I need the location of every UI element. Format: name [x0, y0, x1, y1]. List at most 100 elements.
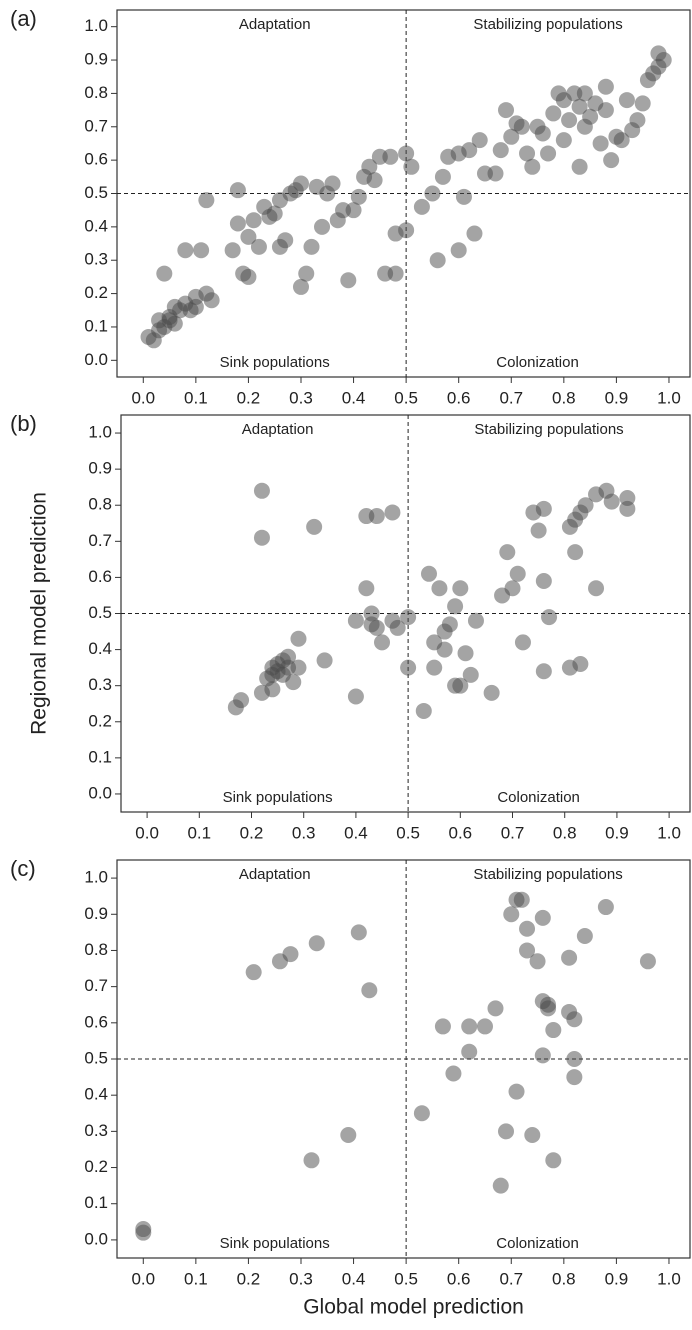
point [519, 920, 536, 937]
x-tick-label: 0.2 [237, 388, 261, 407]
point [358, 580, 375, 597]
point [298, 265, 315, 282]
quadrant-label: Stabilizing populations [473, 866, 622, 883]
x-tick-label: 0.9 [605, 388, 629, 407]
point [250, 238, 267, 255]
x-tick-label: 1.0 [657, 388, 681, 407]
point [603, 493, 620, 510]
point [508, 1083, 525, 1100]
point [503, 906, 520, 923]
point [566, 1011, 583, 1028]
point [426, 659, 443, 676]
point [324, 175, 341, 192]
x-tick-label: 0.1 [187, 823, 211, 842]
point [534, 1047, 551, 1064]
y-tick-label: 0.1 [84, 316, 108, 335]
y-tick-label: 0.3 [88, 675, 112, 694]
point [264, 681, 281, 698]
point [487, 1000, 504, 1017]
point [398, 222, 415, 239]
point [135, 1224, 152, 1241]
point [461, 1018, 478, 1035]
y-tick-label: 0.2 [88, 711, 112, 730]
x-tick-label: 0.8 [552, 388, 576, 407]
y-tick-label: 0.2 [84, 1157, 108, 1176]
point [361, 158, 378, 175]
point [503, 128, 520, 145]
point [571, 158, 588, 175]
point [519, 145, 536, 162]
point [445, 1065, 462, 1082]
point [487, 165, 504, 182]
x-tick-label: 0.8 [553, 823, 577, 842]
point [292, 278, 309, 295]
y-axis-label: Regional model prediction [28, 492, 51, 735]
x-tick-label: 0.2 [237, 1269, 261, 1288]
point [361, 982, 378, 999]
point [455, 188, 472, 205]
point [368, 619, 385, 636]
point [572, 656, 589, 673]
point [347, 612, 364, 629]
y-tick-label: 0.5 [88, 603, 112, 622]
x-tick-label: 0.5 [396, 823, 420, 842]
x-tick-label: 0.2 [240, 823, 264, 842]
point [499, 544, 516, 561]
point [555, 132, 572, 149]
y-tick-label: 0.0 [84, 350, 108, 369]
point [368, 508, 385, 525]
point [457, 645, 474, 662]
point [597, 78, 614, 95]
quadrant-label: Sink populations [223, 789, 333, 806]
y-tick-label: 0.5 [84, 1048, 108, 1067]
point [566, 1069, 583, 1086]
point [441, 616, 458, 633]
x-tick-label: 0.7 [499, 388, 523, 407]
point [597, 899, 614, 916]
point [613, 132, 630, 149]
point [452, 580, 469, 597]
x-tick-label: 1.0 [657, 1269, 681, 1288]
point [429, 252, 446, 269]
x-tick-label: 0.0 [135, 823, 159, 842]
point [387, 265, 404, 282]
point [366, 172, 383, 189]
y-tick-label: 0.3 [84, 1121, 108, 1140]
point [529, 953, 546, 970]
x-tick-label: 0.1 [184, 388, 208, 407]
quadrant-label: Colonization [497, 789, 580, 806]
x-tick-label: 0.5 [394, 388, 418, 407]
x-tick-label: 0.3 [292, 823, 316, 842]
point [492, 142, 509, 159]
x-tick-label: 0.3 [289, 388, 313, 407]
point [350, 924, 367, 941]
x-tick-label: 0.0 [131, 1269, 155, 1288]
point [303, 1152, 320, 1169]
point [233, 692, 250, 709]
point [571, 98, 588, 115]
point [303, 238, 320, 255]
point [240, 228, 257, 245]
point [483, 684, 500, 701]
point [314, 218, 331, 235]
x-tick-label: 0.4 [342, 1269, 366, 1288]
point [156, 265, 173, 282]
quadrant-label: Colonization [496, 354, 579, 371]
point [350, 188, 367, 205]
point [492, 1177, 509, 1194]
x-tick-label: 0.6 [447, 1269, 471, 1288]
point [166, 315, 183, 332]
y-tick-label: 0.9 [84, 904, 108, 923]
panel-label: (c) [10, 856, 36, 881]
y-tick-label: 0.0 [84, 1229, 108, 1248]
point [509, 565, 526, 582]
point [461, 142, 478, 159]
point [316, 652, 333, 669]
quadrant-label: Adaptation [239, 866, 311, 883]
y-tick-label: 1.0 [88, 423, 112, 442]
point [462, 666, 479, 683]
y-tick-label: 0.1 [84, 1193, 108, 1212]
point [498, 1123, 515, 1140]
point [561, 949, 578, 966]
x-tick-label: 0.0 [131, 388, 155, 407]
